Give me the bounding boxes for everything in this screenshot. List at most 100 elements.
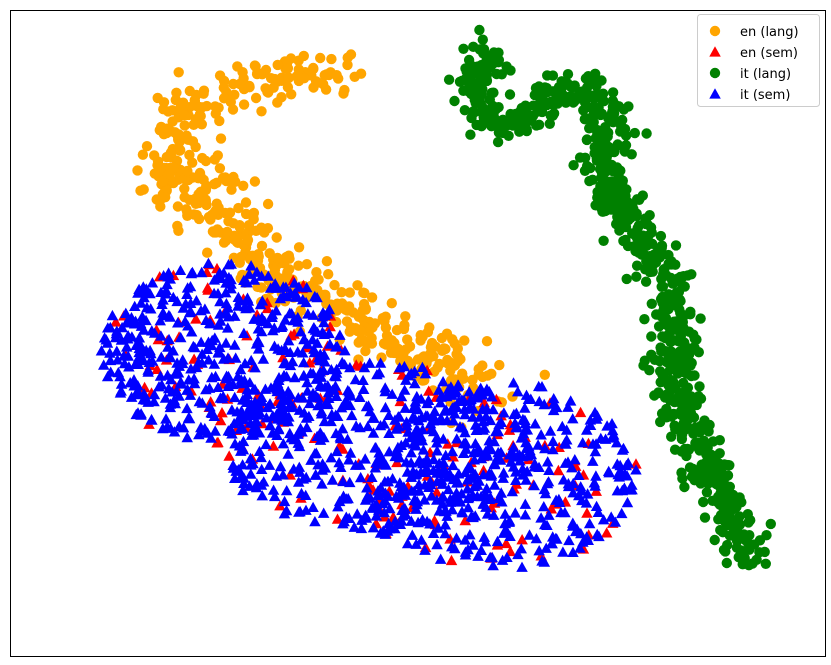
scatter-point — [707, 495, 718, 506]
scatter-point — [244, 253, 256, 265]
scatter-point — [158, 175, 169, 187]
scatter-triangle — [563, 534, 575, 546]
scatter-triangle — [600, 527, 613, 538]
scatter-point — [356, 334, 367, 345]
scatter-triangle — [233, 440, 246, 451]
scatter-triangle — [423, 385, 435, 396]
scatter-triangle — [587, 438, 599, 449]
scatter-triangle — [588, 477, 601, 488]
scatter-triangle — [324, 338, 336, 349]
scatter-triangle — [520, 474, 532, 485]
scatter-triangle — [519, 424, 531, 435]
scatter-triangle — [266, 308, 279, 320]
scatter-point — [745, 515, 756, 526]
scatter-triangle — [533, 395, 545, 407]
scatter-triangle — [314, 379, 326, 390]
scatter-point — [676, 467, 687, 478]
scatter-triangle — [611, 485, 624, 496]
scatter-point — [596, 167, 607, 178]
scatter-triangle — [450, 487, 463, 498]
scatter-point — [235, 251, 247, 263]
scatter-triangle — [129, 300, 141, 311]
scatter-point — [184, 85, 195, 97]
scatter-triangle — [410, 424, 422, 435]
scatter-triangle — [510, 474, 522, 485]
scatter-point — [747, 558, 758, 569]
scatter-point — [465, 129, 476, 140]
scatter-triangle — [284, 287, 297, 298]
scatter-triangle — [378, 488, 390, 499]
scatter-triangle — [120, 316, 133, 328]
scatter-point — [677, 317, 688, 328]
scatter-triangle — [115, 378, 128, 389]
scatter-triangle — [383, 523, 396, 534]
scatter-triangle — [289, 371, 301, 383]
scatter-triangle — [282, 394, 295, 405]
scatter-point — [141, 141, 153, 152]
scatter-triangle — [416, 434, 428, 446]
scatter-triangle — [130, 357, 142, 369]
scatter-triangle — [292, 392, 304, 403]
scatter-point — [282, 63, 294, 74]
scatter-triangle — [259, 383, 272, 394]
scatter-triangle — [370, 442, 382, 453]
scatter-point — [209, 179, 220, 190]
scatter-triangle — [277, 289, 290, 300]
scatter-point — [220, 234, 232, 245]
scatter-triangle — [135, 317, 147, 329]
scatter-triangle — [101, 370, 114, 382]
scatter-point — [380, 322, 392, 333]
scatter-point — [345, 49, 357, 60]
scatter-triangle — [242, 295, 255, 306]
scatter-triangle — [229, 339, 241, 350]
scatter-triangle — [399, 489, 412, 500]
scatter-triangle — [603, 467, 615, 478]
scatter-triangle — [489, 459, 501, 470]
scatter-point — [631, 208, 642, 219]
scatter-triangle — [317, 364, 330, 375]
scatter-point — [621, 184, 632, 195]
scatter-point — [458, 373, 469, 384]
scatter-triangle — [344, 447, 357, 458]
scatter-point — [242, 234, 254, 246]
scatter-point — [426, 337, 438, 349]
scatter-point — [214, 70, 226, 81]
scatter-triangle — [510, 422, 522, 433]
scatter-triangle — [229, 391, 241, 403]
scatter-triangle — [405, 447, 417, 458]
scatter-triangle — [546, 537, 558, 548]
scatter-triangle — [357, 374, 369, 385]
scatter-point — [568, 160, 579, 171]
scatter-triangle — [399, 402, 411, 413]
scatter-triangle — [311, 337, 323, 348]
scatter-triangle — [345, 390, 357, 401]
scatter-triangle — [220, 277, 232, 288]
scatter-triangle — [167, 291, 180, 302]
scatter-triangle — [341, 433, 354, 444]
scatter-point — [668, 294, 680, 305]
scatter-point — [698, 496, 709, 508]
scatter-point — [670, 423, 681, 435]
scatter-triangle — [370, 456, 383, 467]
scatter-point — [714, 448, 725, 459]
scatter-point — [489, 113, 500, 124]
scatter-triangle — [379, 401, 392, 413]
scatter-point — [171, 87, 182, 99]
scatter-triangle — [264, 398, 276, 409]
scatter-triangle — [584, 419, 597, 430]
scatter-triangle — [267, 484, 280, 495]
scatter-triangle — [222, 352, 234, 363]
scatter-triangle — [408, 402, 420, 413]
scatter-triangle — [483, 435, 495, 446]
scatter-point — [459, 335, 470, 346]
scatter-triangle — [284, 427, 296, 439]
scatter-triangle — [138, 324, 150, 335]
scatter-triangle — [142, 364, 154, 375]
scatter-triangle — [319, 356, 331, 367]
scatter-point — [656, 408, 668, 419]
scatter-triangle — [260, 438, 272, 450]
scatter-triangle — [274, 385, 286, 396]
scatter-point — [646, 331, 657, 342]
scatter-triangle — [214, 308, 226, 319]
scatter-point — [665, 336, 676, 348]
